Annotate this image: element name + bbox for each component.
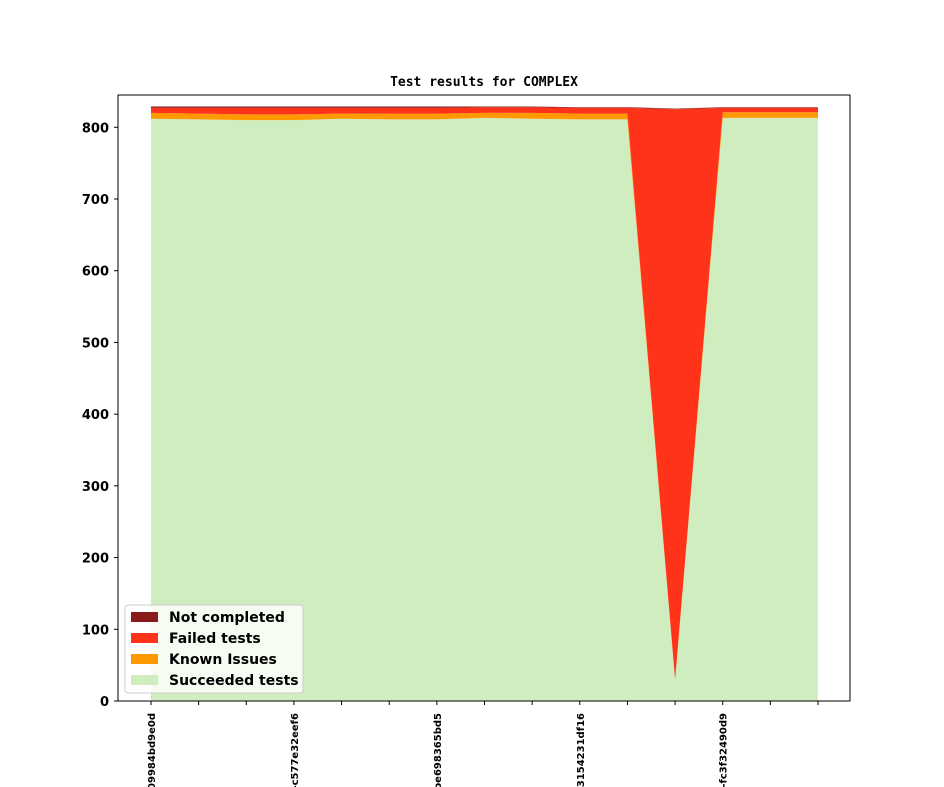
y-axis: 0 100 200 300 400 500 600 700 800 <box>82 121 118 710</box>
xtick-label: -fc3f32490d9 <box>719 713 730 787</box>
x-axis: 09984bd9e0d -c577e32eef6 be698365bd5 315423… <box>147 701 819 787</box>
ytick-label-600: 600 <box>82 265 109 280</box>
legend-swatch <box>131 654 158 664</box>
legend-label: Known Issues <box>169 652 277 668</box>
ytick-label-400: 400 <box>82 408 109 423</box>
legend-label: Not completed <box>169 610 285 626</box>
xtick-label: -c577e32eef6 <box>290 713 301 787</box>
xtick-label: 3154231df16 <box>576 713 587 787</box>
ytick-label-200: 200 <box>82 552 109 567</box>
ytick-label-800: 800 <box>82 121 109 136</box>
series-area-failed-tests <box>151 107 818 680</box>
legend-label: Succeeded tests <box>169 673 299 689</box>
xtick-label: be698365bd5 <box>433 713 444 787</box>
legend: Not completed Failed tests Known Issues Suc… <box>124 604 304 694</box>
ytick-label-0: 0 <box>100 695 109 710</box>
legend-label: Failed tests <box>169 631 261 647</box>
legend-box <box>124 604 304 694</box>
ytick-label-100: 100 <box>82 623 109 638</box>
series-area-not-completed <box>151 106 818 110</box>
ytick-label-700: 700 <box>82 193 109 208</box>
xtick-label: 09984bd9e0d <box>147 713 158 787</box>
area-layers <box>151 106 818 701</box>
legend-swatch <box>131 675 158 685</box>
ytick-label-300: 300 <box>82 480 109 495</box>
legend-swatch <box>131 612 158 622</box>
ytick-label-500: 500 <box>82 336 109 351</box>
series-area-succeeded-tests <box>151 117 818 701</box>
legend-swatch <box>131 633 158 643</box>
chart-title: Test results for COMPLEX <box>390 75 578 90</box>
